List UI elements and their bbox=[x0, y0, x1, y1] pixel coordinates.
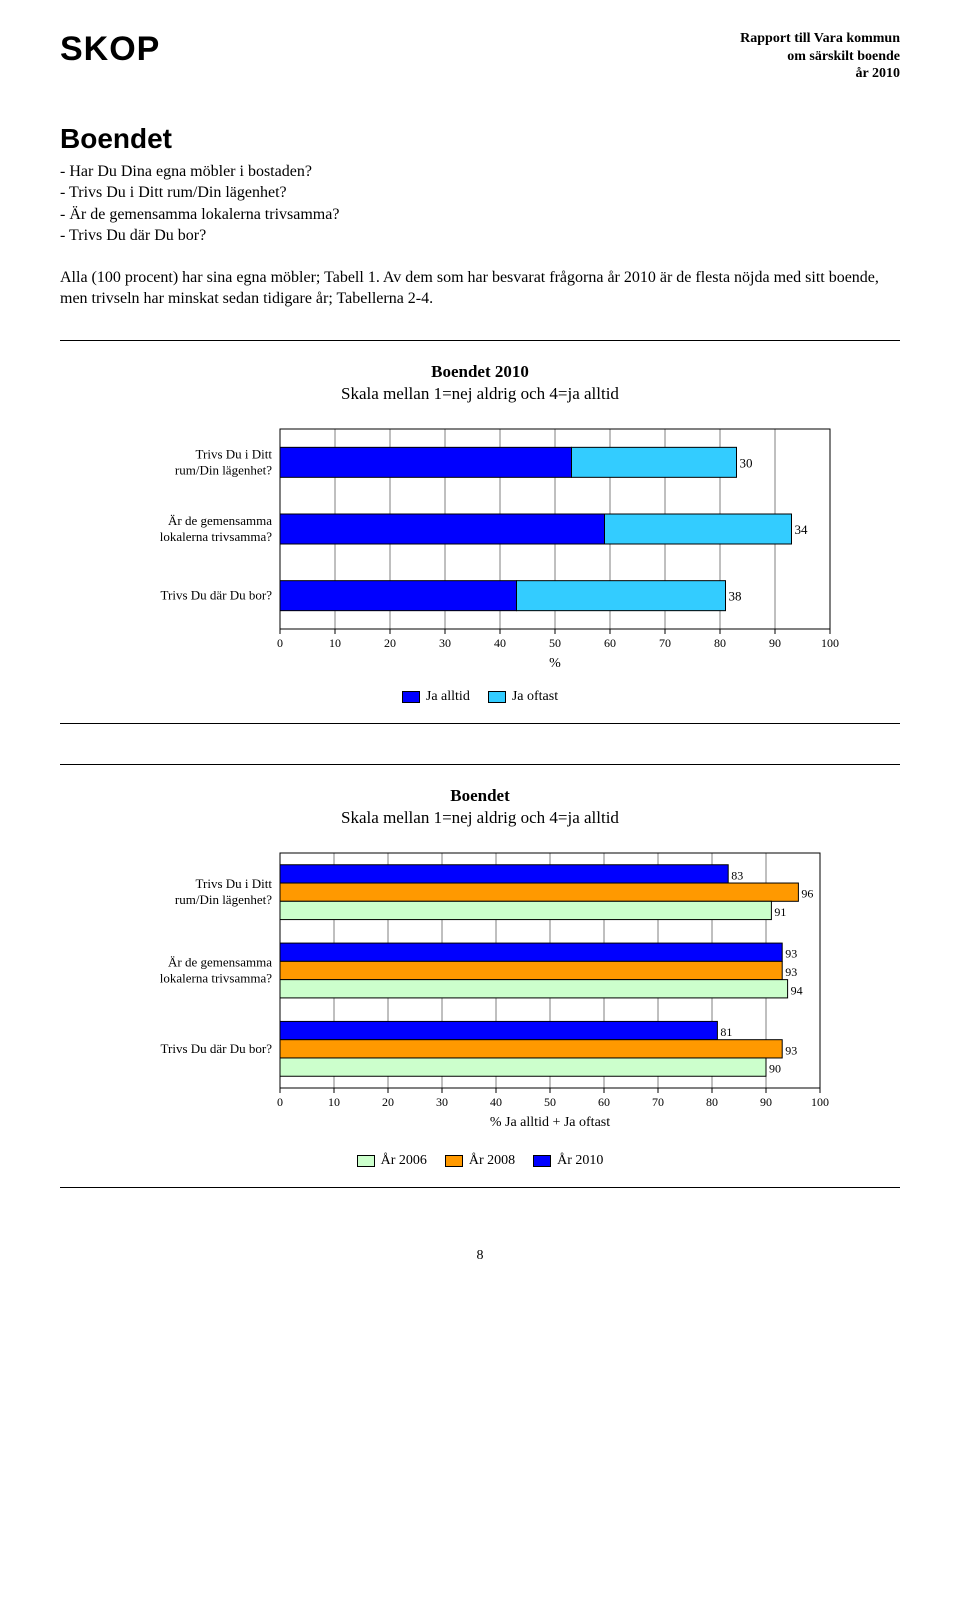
svg-text:93: 93 bbox=[785, 947, 797, 961]
svg-text:30: 30 bbox=[740, 456, 753, 471]
chart1-title-bold: Boendet 2010 bbox=[431, 362, 529, 381]
svg-text:90: 90 bbox=[769, 636, 781, 650]
svg-text:20: 20 bbox=[384, 636, 396, 650]
legend-swatch bbox=[402, 691, 420, 703]
chart2-title-bold: Boendet bbox=[450, 786, 510, 805]
report-line: om särskilt boende bbox=[740, 48, 900, 66]
svg-text:80: 80 bbox=[714, 636, 726, 650]
svg-text:70: 70 bbox=[659, 636, 671, 650]
svg-text:Trivs Du där Du bor?: Trivs Du där Du bor? bbox=[161, 1041, 273, 1056]
svg-text:Trivs Du i Ditt: Trivs Du i Ditt bbox=[196, 447, 273, 462]
chart2-legend: År 2006 År 2008 År 2010 bbox=[60, 1153, 900, 1169]
svg-text:40: 40 bbox=[494, 636, 506, 650]
svg-text:Trivs Du i Ditt: Trivs Du i Ditt bbox=[196, 877, 273, 892]
legend-swatch bbox=[488, 691, 506, 703]
bullet-item: - Har Du Dina egna möbler i bostaden? bbox=[60, 161, 900, 183]
svg-text:60: 60 bbox=[604, 636, 616, 650]
legend-item: År 2010 bbox=[533, 1153, 603, 1169]
legend-item: Ja alltid bbox=[402, 689, 470, 705]
svg-text:50: 50 bbox=[544, 1095, 556, 1109]
chart1-title: Boendet 2010 Skala mellan 1=nej aldrig o… bbox=[60, 361, 900, 405]
chart1-title-sub: Skala mellan 1=nej aldrig och 4=ja allti… bbox=[341, 384, 619, 403]
legend-label: År 2008 bbox=[469, 1153, 515, 1169]
legend-swatch bbox=[357, 1155, 375, 1167]
svg-text:100: 100 bbox=[811, 1095, 829, 1109]
chart2-plot: 0 10 20 30 40 50 60 70 80 90 100 % Ja alltid + Ja o… bbox=[100, 843, 860, 1143]
legend-label: År 2006 bbox=[381, 1153, 427, 1169]
svg-text:83: 83 bbox=[731, 869, 743, 883]
bullet-item: - Trivs Du där Du bor? bbox=[60, 225, 900, 247]
report-line: år 2010 bbox=[740, 65, 900, 83]
report-header: SKOP Rapport till Vara kommun om särskil… bbox=[60, 30, 900, 83]
section-paragraph: Alla (100 procent) har sina egna möbler;… bbox=[60, 267, 900, 310]
page-number: 8 bbox=[60, 1248, 900, 1264]
svg-text:50: 50 bbox=[549, 636, 561, 650]
svg-text:Är de gemensamma: Är de gemensamma bbox=[168, 513, 272, 528]
chart-boendet-2010: Boendet 2010 Skala mellan 1=nej aldrig o… bbox=[60, 340, 900, 724]
svg-text:80: 80 bbox=[706, 1095, 718, 1109]
brand-logo: SKOP bbox=[60, 30, 160, 69]
svg-text:40: 40 bbox=[490, 1095, 502, 1109]
bullet-item: - Trivs Du i Ditt rum/Din lägenhet? bbox=[60, 182, 900, 204]
svg-text:Trivs Du där Du bor?: Trivs Du där Du bor? bbox=[161, 588, 273, 603]
svg-text:10: 10 bbox=[328, 1095, 340, 1109]
svg-text:%: % bbox=[549, 656, 561, 671]
legend-item: År 2008 bbox=[445, 1153, 515, 1169]
legend-label: Ja alltid bbox=[426, 689, 470, 705]
svg-text:rum/Din lägenhet?: rum/Din lägenhet? bbox=[175, 893, 272, 908]
svg-text:90: 90 bbox=[760, 1095, 772, 1109]
bullet-item: - Är de gemensamma lokalerna trivsamma? bbox=[60, 204, 900, 226]
svg-text:34: 34 bbox=[795, 522, 809, 537]
legend-swatch bbox=[445, 1155, 463, 1167]
legend-label: År 2010 bbox=[557, 1153, 603, 1169]
chart2-title-sub: Skala mellan 1=nej aldrig och 4=ja allti… bbox=[341, 808, 619, 827]
svg-text:94: 94 bbox=[791, 984, 803, 998]
svg-text:lokalerna trivsamma?: lokalerna trivsamma? bbox=[160, 971, 272, 986]
section-title: Boendet bbox=[60, 123, 900, 155]
svg-text:93: 93 bbox=[785, 1044, 797, 1058]
svg-text:rum/Din lägenhet?: rum/Din lägenhet? bbox=[175, 463, 272, 478]
svg-text:10: 10 bbox=[329, 636, 341, 650]
svg-text:96: 96 bbox=[801, 887, 813, 901]
legend-swatch bbox=[533, 1155, 551, 1167]
svg-text:0: 0 bbox=[277, 1095, 283, 1109]
svg-text:30: 30 bbox=[439, 636, 451, 650]
svg-text:20: 20 bbox=[382, 1095, 394, 1109]
chart2-title: Boendet Skala mellan 1=nej aldrig och 4=… bbox=[60, 785, 900, 829]
report-line: Rapport till Vara kommun bbox=[740, 30, 900, 48]
legend-item: År 2006 bbox=[357, 1153, 427, 1169]
svg-text:90: 90 bbox=[769, 1062, 781, 1076]
svg-text:100: 100 bbox=[821, 636, 839, 650]
svg-text:30: 30 bbox=[436, 1095, 448, 1109]
section-bullets: - Har Du Dina egna möbler i bostaden? - … bbox=[60, 161, 900, 247]
svg-text:60: 60 bbox=[598, 1095, 610, 1109]
chart-boendet-years: Boendet Skala mellan 1=nej aldrig och 4=… bbox=[60, 764, 900, 1188]
svg-text:81: 81 bbox=[720, 1025, 732, 1039]
chart1-legend: Ja alltid Ja oftast bbox=[60, 689, 900, 705]
svg-text:0: 0 bbox=[277, 636, 283, 650]
chart1-plot: 0 10 20 30 40 50 60 70 80 90 100% Trivs Du i Dittru… bbox=[100, 419, 860, 679]
svg-text:Är de gemensamma: Är de gemensamma bbox=[168, 955, 272, 970]
svg-text:91: 91 bbox=[774, 905, 786, 919]
svg-text:% Ja alltid + Ja oftast: % Ja alltid + Ja oftast bbox=[490, 1115, 610, 1130]
svg-text:38: 38 bbox=[729, 589, 742, 604]
legend-item: Ja oftast bbox=[488, 689, 558, 705]
svg-text:lokalerna trivsamma?: lokalerna trivsamma? bbox=[160, 529, 272, 544]
svg-text:70: 70 bbox=[652, 1095, 664, 1109]
svg-text:93: 93 bbox=[785, 965, 797, 979]
report-meta: Rapport till Vara kommun om särskilt boe… bbox=[740, 30, 900, 83]
legend-label: Ja oftast bbox=[512, 689, 558, 705]
